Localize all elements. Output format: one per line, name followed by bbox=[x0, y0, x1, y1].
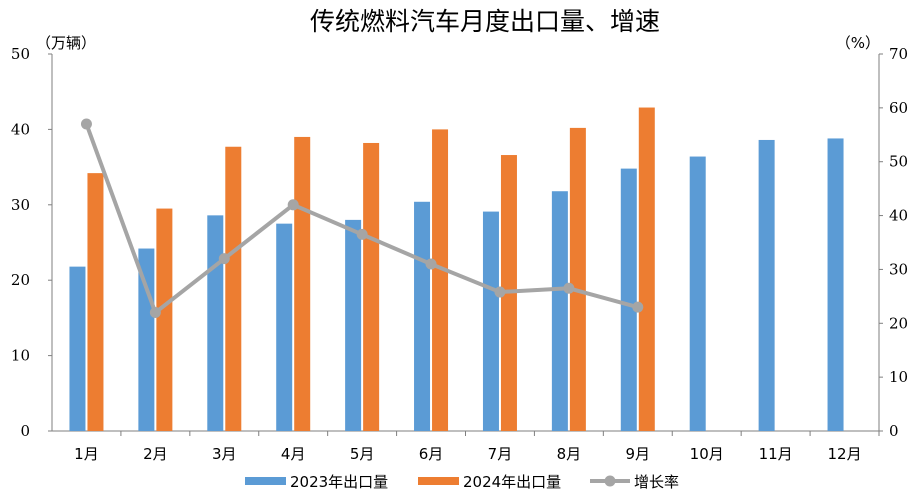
right-tick-label: 70 bbox=[889, 45, 908, 63]
right-tick-label: 10 bbox=[889, 368, 908, 386]
legend-swatch-marker bbox=[604, 475, 616, 487]
x-tick-label: 9月 bbox=[626, 445, 651, 463]
left-tick-label: 10 bbox=[11, 347, 30, 365]
growth-rate-point bbox=[563, 282, 575, 294]
growth-rate-point bbox=[425, 258, 437, 270]
bar-series2 bbox=[432, 129, 449, 431]
x-tick-label: 3月 bbox=[212, 445, 237, 463]
x-tick-label: 8月 bbox=[557, 445, 582, 463]
bar-series1 bbox=[620, 168, 637, 431]
growth-rate-point bbox=[149, 307, 161, 319]
bar-series1 bbox=[276, 223, 293, 431]
right-tick-label: 30 bbox=[889, 260, 908, 278]
legend: 2023年出口量 2024年出口量 增长率 bbox=[245, 473, 679, 491]
bar-series1 bbox=[551, 191, 568, 431]
legend-label: 2024年出口量 bbox=[463, 473, 561, 491]
bars-group bbox=[69, 107, 844, 432]
bar-series2 bbox=[156, 208, 173, 431]
right-tick-label: 20 bbox=[889, 314, 908, 332]
axes: 0 10 20 30 40 50 0 10 20 30 40 50 60 70 1月 2月 3月 4月 5月 6月 7月… bbox=[11, 45, 908, 463]
bar-series1 bbox=[758, 139, 775, 431]
bar-series2 bbox=[87, 173, 104, 431]
left-tick-label: 50 bbox=[11, 45, 30, 63]
chart-title: 传统燃料汽车月度出口量、增速 bbox=[310, 7, 660, 36]
growth-rate-point bbox=[632, 301, 644, 313]
legend-swatch-bar bbox=[418, 477, 459, 485]
legend-label: 增长率 bbox=[634, 473, 679, 491]
left-tick-label: 0 bbox=[20, 422, 30, 440]
x-tick-label: 1月 bbox=[74, 445, 99, 463]
left-tick-label: 40 bbox=[11, 120, 30, 138]
bar-series1 bbox=[414, 201, 431, 431]
growth-line-group bbox=[80, 118, 644, 319]
bar-series2 bbox=[363, 142, 380, 432]
legend-label: 2023年出口量 bbox=[290, 473, 388, 491]
growth-rate-point bbox=[356, 228, 368, 240]
bar-series2 bbox=[569, 127, 586, 431]
x-tick-label: 6月 bbox=[419, 445, 444, 463]
growth-rate-point bbox=[494, 286, 506, 298]
bar-series1 bbox=[207, 215, 224, 431]
growth-rate-point bbox=[287, 199, 299, 211]
left-tick-label: 30 bbox=[11, 196, 30, 214]
bar-series2 bbox=[225, 146, 242, 431]
bar-series1 bbox=[69, 266, 86, 431]
x-tick-label: 2月 bbox=[143, 445, 168, 463]
right-tick-label: 0 bbox=[889, 422, 899, 440]
right-tick-label: 50 bbox=[889, 153, 908, 171]
bar-series1 bbox=[689, 156, 706, 431]
x-tick-label: 11月 bbox=[759, 445, 793, 463]
right-axis-unit: （%） bbox=[836, 34, 880, 52]
x-tick-label: 7月 bbox=[488, 445, 513, 463]
bar-series2 bbox=[294, 136, 311, 431]
x-tick-label: 12月 bbox=[827, 445, 861, 463]
bar-series1 bbox=[345, 219, 362, 431]
growth-rate-point bbox=[218, 253, 230, 265]
bar-series1 bbox=[482, 211, 499, 431]
legend-swatch-bar bbox=[245, 477, 286, 485]
bar-series2 bbox=[638, 107, 655, 431]
left-axis-unit: （万辆） bbox=[36, 34, 96, 52]
x-tick-label: 5月 bbox=[350, 445, 375, 463]
x-tick-label: 10月 bbox=[690, 445, 724, 463]
growth-rate-point bbox=[80, 118, 92, 130]
right-tick-label: 60 bbox=[889, 99, 908, 117]
right-tick-label: 40 bbox=[889, 207, 908, 225]
bar-series1 bbox=[827, 138, 844, 431]
left-tick-label: 20 bbox=[11, 271, 30, 289]
x-tick-label: 4月 bbox=[281, 445, 306, 463]
